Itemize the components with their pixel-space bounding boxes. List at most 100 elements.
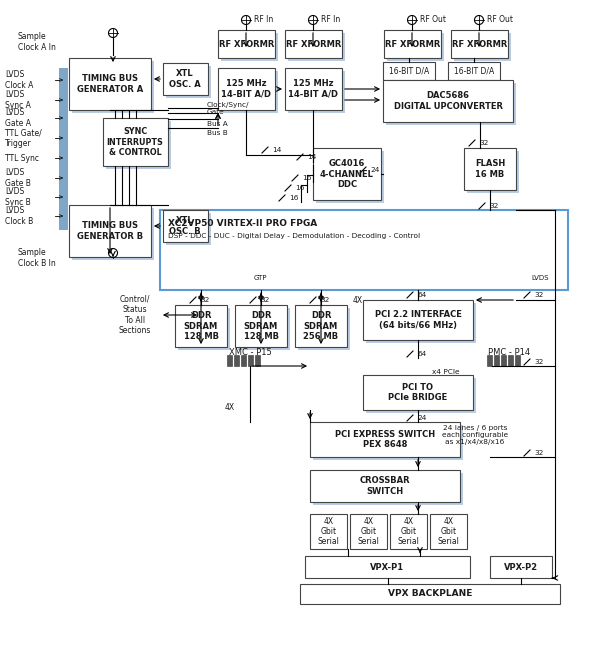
Bar <box>386 83 516 125</box>
Bar <box>310 514 347 549</box>
Text: XTL
OSC. A: XTL OSC. A <box>169 70 201 89</box>
Text: 4X
Gbit
Serial: 4X Gbit Serial <box>437 516 460 546</box>
Text: RF Out: RF Out <box>487 15 513 23</box>
Text: RF XFORMR: RF XFORMR <box>219 40 274 48</box>
Text: 14: 14 <box>307 154 316 160</box>
Text: 125 MHz
14-BIT A/D: 125 MHz 14-BIT A/D <box>288 80 338 99</box>
Text: 16-BIT D/A: 16-BIT D/A <box>454 66 494 76</box>
Bar <box>313 148 381 200</box>
Text: 16: 16 <box>289 195 298 201</box>
Text: DDR
SDRAM
128 MB: DDR SDRAM 128 MB <box>244 311 278 341</box>
Bar <box>363 375 473 410</box>
Bar <box>515 355 520 366</box>
Bar <box>59 68 68 230</box>
Text: LVDS
Gate B: LVDS Gate B <box>5 168 31 188</box>
Text: 16-BIT D/A: 16-BIT D/A <box>389 66 429 76</box>
Bar <box>255 355 260 366</box>
Bar <box>234 355 239 366</box>
Text: Sample
Clock A In: Sample Clock A In <box>18 32 56 52</box>
Bar <box>464 148 516 190</box>
Bar <box>163 63 208 95</box>
Text: GTP: GTP <box>253 275 267 281</box>
Text: 125 MHz
14-BIT A/D: 125 MHz 14-BIT A/D <box>221 80 271 99</box>
Bar <box>383 62 435 80</box>
Bar <box>238 308 290 350</box>
Text: Bus B: Bus B <box>207 130 228 136</box>
Text: LVDS
Clock B: LVDS Clock B <box>5 206 33 225</box>
Bar <box>390 514 427 549</box>
Text: RF XFORMR: RF XFORMR <box>385 40 440 48</box>
Bar <box>366 378 476 413</box>
Bar <box>103 118 168 166</box>
Bar <box>235 305 287 347</box>
Text: 4X: 4X <box>353 296 363 304</box>
Text: XMC - P15: XMC - P15 <box>229 347 271 357</box>
Text: RF XFORMR: RF XFORMR <box>286 40 341 48</box>
Bar <box>451 30 508 58</box>
Bar <box>241 355 246 366</box>
Text: DSP - DDC - DUC - Digital Delay - Demodulation - Decoding - Control: DSP - DDC - DUC - Digital Delay - Demodu… <box>168 233 420 239</box>
Text: x4 PCIe: x4 PCIe <box>432 369 460 375</box>
Bar <box>69 205 151 257</box>
Text: GC4016
4-CHANNEL
DDC: GC4016 4-CHANNEL DDC <box>320 159 374 189</box>
Bar <box>494 355 499 366</box>
Text: 64: 64 <box>417 292 426 298</box>
Text: 32: 32 <box>534 292 544 298</box>
Bar <box>387 33 444 61</box>
Text: 16: 16 <box>295 185 304 191</box>
Bar <box>69 58 151 110</box>
Bar <box>448 62 500 80</box>
Bar <box>316 151 384 203</box>
Bar <box>313 473 463 505</box>
Text: PCI TO
PCIe BRIDGE: PCI TO PCIe BRIDGE <box>388 383 448 402</box>
Bar <box>310 470 460 502</box>
Text: 4X
Gbit
Serial: 4X Gbit Serial <box>317 516 340 546</box>
Bar <box>295 305 347 347</box>
Bar <box>288 71 345 113</box>
Bar <box>350 514 387 549</box>
Bar <box>285 68 342 110</box>
Bar <box>248 355 253 366</box>
Text: 32: 32 <box>260 297 269 303</box>
Text: TTL Sync: TTL Sync <box>5 154 39 162</box>
Bar <box>366 303 476 343</box>
Text: PCI 2.2 INTERFACE
(64 bits/66 MHz): PCI 2.2 INTERFACE (64 bits/66 MHz) <box>374 310 461 330</box>
Bar <box>300 584 560 604</box>
Text: 24: 24 <box>417 415 427 421</box>
Bar <box>218 30 275 58</box>
Text: 4X: 4X <box>225 402 235 412</box>
Bar <box>72 61 154 113</box>
Text: RF In: RF In <box>254 15 273 23</box>
Text: Control/
Status
To All
Sections: Control/ Status To All Sections <box>119 295 151 335</box>
Text: LVDS
Sync A: LVDS Sync A <box>5 90 31 109</box>
Bar <box>227 355 232 366</box>
Text: 32: 32 <box>534 359 544 365</box>
Bar <box>72 208 154 260</box>
Bar <box>384 30 441 58</box>
Bar <box>467 151 519 193</box>
Text: 14: 14 <box>272 147 281 153</box>
Text: 32: 32 <box>489 203 499 209</box>
Text: VPX BACKPLANE: VPX BACKPLANE <box>388 589 472 599</box>
Text: VPX-P2: VPX-P2 <box>504 562 538 572</box>
Text: RF Out: RF Out <box>420 15 446 23</box>
Bar <box>305 556 470 578</box>
Text: SYNC
INTERRUPTS
& CONTROL: SYNC INTERRUPTS & CONTROL <box>107 127 163 157</box>
Bar <box>175 305 227 347</box>
Bar <box>310 422 460 457</box>
Text: DDR
SDRAM
128 MB: DDR SDRAM 128 MB <box>184 311 218 341</box>
Bar <box>166 66 211 98</box>
Text: Sample
Clock B In: Sample Clock B In <box>18 249 56 268</box>
Text: FLASH
16 MB: FLASH 16 MB <box>475 159 505 179</box>
Text: CROSSBAR
SWITCH: CROSSBAR SWITCH <box>359 476 410 496</box>
Text: LVDS
Sync B: LVDS Sync B <box>5 188 31 207</box>
Text: 32: 32 <box>479 140 488 146</box>
Text: PMC - P14: PMC - P14 <box>488 347 530 357</box>
Text: Clock/Sync/
Gate: Clock/Sync/ Gate <box>207 101 250 115</box>
Text: LVDS
Gate A: LVDS Gate A <box>5 108 31 128</box>
Bar <box>487 355 492 366</box>
Bar <box>218 68 275 110</box>
Text: TTL Gate/
Trigger: TTL Gate/ Trigger <box>5 129 42 148</box>
Text: XC2VP50 VIRTEX-II PRO FPGA: XC2VP50 VIRTEX-II PRO FPGA <box>168 219 317 227</box>
Text: LVDS
Clock A: LVDS Clock A <box>5 70 34 90</box>
